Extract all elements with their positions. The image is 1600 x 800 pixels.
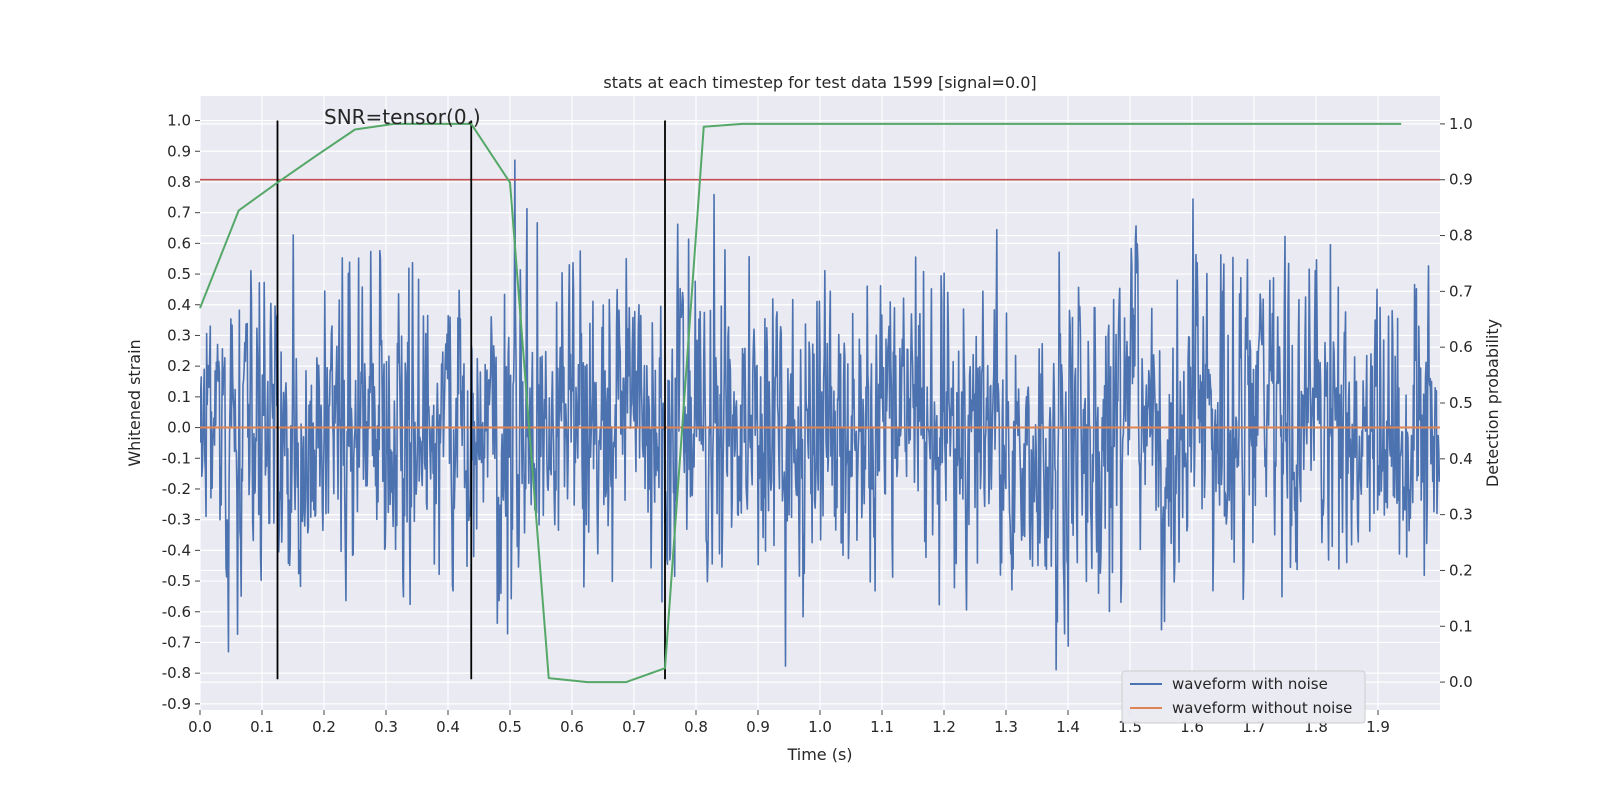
y2-tick-label: 0.2 bbox=[1449, 561, 1473, 579]
y-tick-label: -0.9 bbox=[162, 695, 191, 713]
y2-tick-label: 0.6 bbox=[1449, 338, 1473, 356]
y2-tick-label: 0.8 bbox=[1449, 227, 1473, 245]
y-tick-label: -0.8 bbox=[162, 664, 191, 682]
y2-tick-label: 0.5 bbox=[1449, 394, 1473, 412]
y-tick-label: -0.1 bbox=[162, 449, 191, 467]
y-tick-label: 0.9 bbox=[167, 142, 191, 160]
x-tick-label: 0.3 bbox=[374, 718, 398, 736]
y2-tick-label: 0.1 bbox=[1449, 617, 1473, 635]
x-tick-label: 0.0 bbox=[188, 718, 212, 736]
x-tick-label: 1.9 bbox=[1366, 718, 1390, 736]
y-tick-label: -0.3 bbox=[162, 511, 191, 529]
y-tick-label: 0.5 bbox=[167, 265, 191, 283]
x-tick-label: 1.0 bbox=[808, 718, 832, 736]
y-tick-label: -0.6 bbox=[162, 603, 191, 621]
x-tick-label: 0.6 bbox=[560, 718, 584, 736]
y-tick-label: -0.4 bbox=[162, 541, 191, 559]
y2-axis-label: Detection probability bbox=[1483, 319, 1502, 487]
chart-title: stats at each timestep for test data 159… bbox=[603, 73, 1036, 92]
y-tick-label: 0.0 bbox=[167, 419, 191, 437]
waveform-with-noise-line bbox=[200, 159, 1440, 671]
x-tick-label: 1.1 bbox=[870, 718, 894, 736]
y-tick-label: -0.5 bbox=[162, 572, 191, 590]
x-tick-label: 0.5 bbox=[498, 718, 522, 736]
vertical-lines bbox=[276, 120, 666, 680]
y2-tick-label: 0.7 bbox=[1449, 282, 1473, 300]
x-tick-label: 0.2 bbox=[312, 718, 336, 736]
x-tick-label: 0.9 bbox=[746, 718, 770, 736]
x-tick-label: 0.7 bbox=[622, 718, 646, 736]
detection-probability-line bbox=[199, 122, 1402, 684]
y2-ticks: 1.0 0.9 0.8 0.7 0.6 0.5 0.4 0.3 0.2 0.1 0.0 bbox=[1440, 115, 1473, 691]
legend: waveform with noise waveform without noi… bbox=[1121, 670, 1366, 724]
legend-label-clean: waveform without noise bbox=[1172, 699, 1352, 717]
snr-annotation: SNR=tensor(0.) bbox=[324, 105, 481, 129]
y-tick-label: 0.1 bbox=[167, 388, 191, 406]
x-axis-label: Time (s) bbox=[786, 745, 852, 764]
y2-tick-label: 0.4 bbox=[1449, 450, 1473, 468]
y-tick-label: 0.6 bbox=[167, 234, 191, 252]
y-tick-label: 0.7 bbox=[167, 204, 191, 222]
x-tick-label: 0.4 bbox=[436, 718, 460, 736]
y2-tick-label: 1.0 bbox=[1449, 115, 1473, 133]
y-tick-label: 0.2 bbox=[167, 357, 191, 375]
x-ticks: 0.0 0.1 0.2 0.3 0.4 0.5 0.6 0.7 0.8 0.9 1.0 1.1 1.2 1… bbox=[188, 710, 1390, 736]
legend-box bbox=[1121, 670, 1366, 724]
y-tick-label: 0.4 bbox=[167, 296, 191, 314]
series-waveform-with-noise bbox=[200, 159, 1440, 671]
y-tick-label: 0.3 bbox=[167, 326, 191, 344]
legend-label-noise: waveform with noise bbox=[1172, 675, 1328, 693]
x-tick-label: 1.4 bbox=[1056, 718, 1080, 736]
y-tick-label: 0.8 bbox=[167, 173, 191, 191]
x-tick-label: 1.2 bbox=[932, 718, 956, 736]
y2-tick-label: 0.9 bbox=[1449, 171, 1473, 189]
y-ticks: 1.0 0.9 0.8 0.7 0.6 0.5 0.4 0.3 0.2 0.1 0.0 -0.1 -0.… bbox=[162, 112, 200, 713]
y-tick-label: -0.2 bbox=[162, 480, 191, 498]
y2-tick-label: 0.0 bbox=[1449, 673, 1473, 691]
y-tick-label: 1.0 bbox=[167, 112, 191, 130]
series-detection-probability bbox=[199, 122, 1402, 684]
x-tick-label: 0.1 bbox=[250, 718, 274, 736]
y2-tick-label: 0.3 bbox=[1449, 506, 1473, 524]
x-tick-label: 1.3 bbox=[994, 718, 1018, 736]
y-axis-label: Whitened strain bbox=[125, 339, 144, 466]
y-tick-label: -0.7 bbox=[162, 633, 191, 651]
x-tick-label: 0.8 bbox=[684, 718, 708, 736]
